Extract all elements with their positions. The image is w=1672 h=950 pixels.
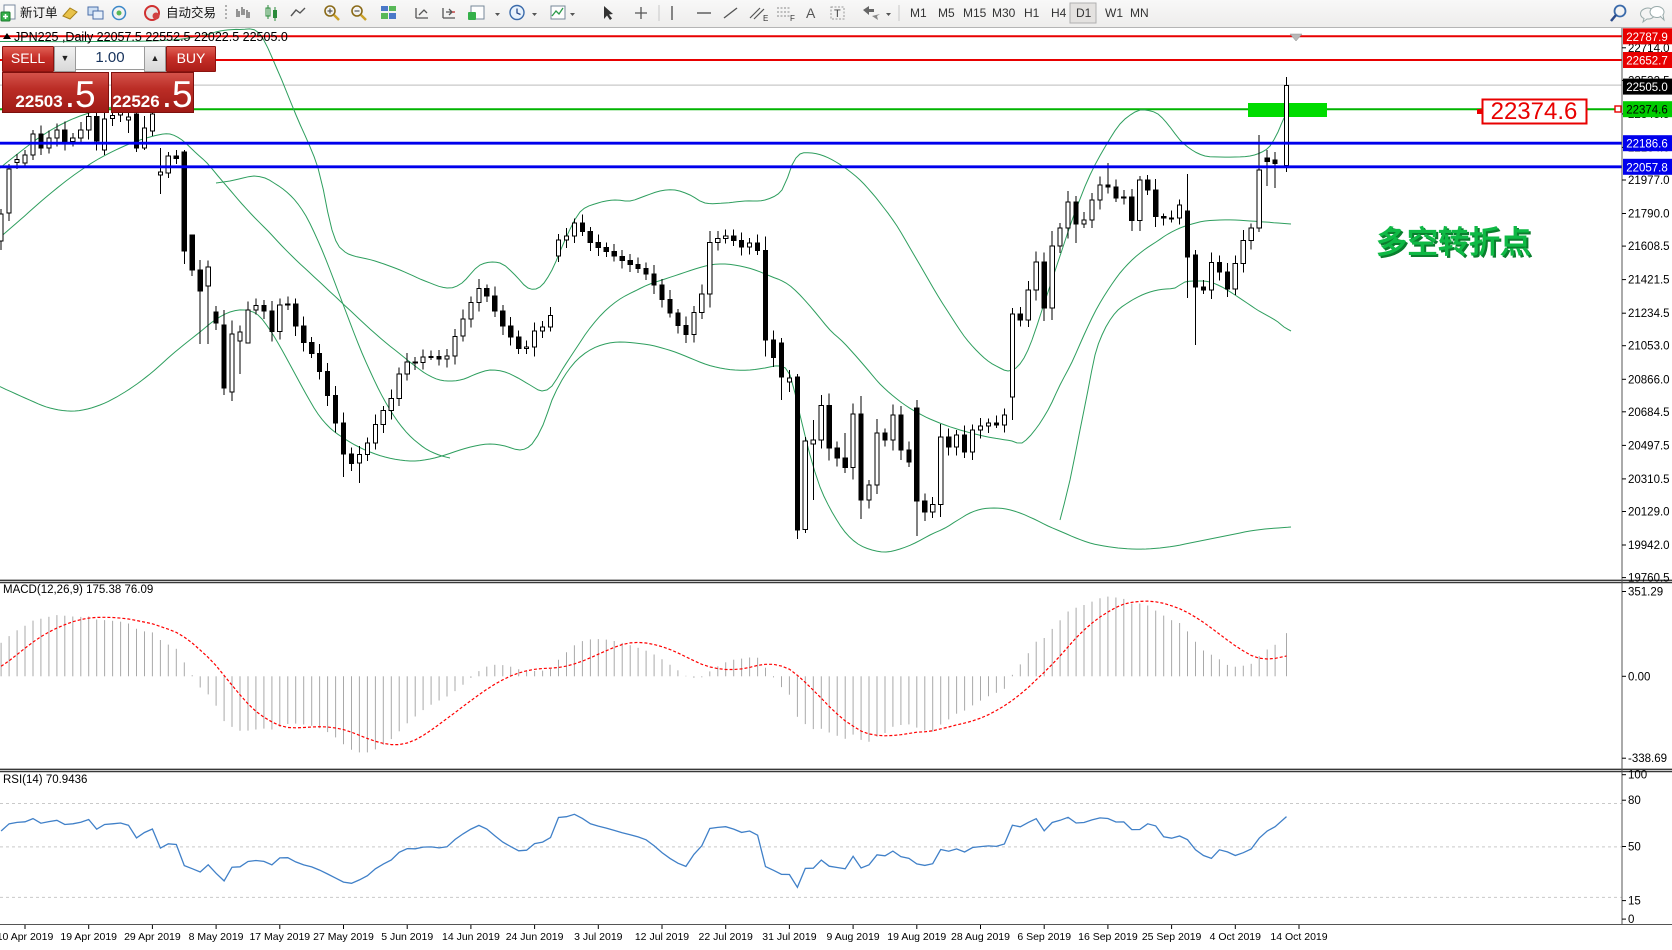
svg-text:D1: D1 [1076,6,1092,20]
svg-text:21234.5: 21234.5 [1628,308,1670,320]
svg-text:27 May 2019: 27 May 2019 [313,931,374,943]
svg-text:22374.6: 22374.6 [1626,105,1668,117]
svg-text:8 May 2019: 8 May 2019 [189,931,244,943]
svg-text:JPN225 ,Daily 22057.5 22552.5: JPN225 ,Daily 22057.5 22552.5 22022.5 22… [14,30,288,44]
svg-text:H4: H4 [1051,6,1067,20]
svg-text:E: E [763,14,768,23]
svg-text:21608.5: 21608.5 [1628,241,1670,253]
svg-text:M30: M30 [992,6,1016,20]
svg-text:21421.5: 21421.5 [1628,275,1670,287]
svg-text:5 Jun 2019: 5 Jun 2019 [381,931,433,943]
svg-text:22714.0: 22714.0 [1628,43,1670,55]
svg-text:16 Sep 2019: 16 Sep 2019 [1078,931,1138,943]
svg-text:9 Aug 2019: 9 Aug 2019 [827,931,880,943]
svg-text:20497.5: 20497.5 [1628,440,1670,452]
svg-text:6 Sep 2019: 6 Sep 2019 [1017,931,1071,943]
svg-text:多空转折点: 多空转折点 [1376,225,1531,260]
svg-text:20866.0: 20866.0 [1628,374,1670,386]
svg-text:0: 0 [1628,914,1634,926]
svg-text:12 Jul 2019: 12 Jul 2019 [635,931,689,943]
svg-text:A: A [806,5,816,21]
svg-text:多空转折点: 多空转折点 [1378,227,1533,262]
svg-text:19760.5: 19760.5 [1628,573,1670,585]
svg-text:22787.9: 22787.9 [1626,32,1668,44]
svg-text:22 Jul 2019: 22 Jul 2019 [699,931,753,943]
svg-text:50: 50 [1628,842,1641,854]
svg-text:新订单: 新订单 [20,5,58,20]
svg-text:3 Jul 2019: 3 Jul 2019 [574,931,623,943]
svg-text:21053.0: 21053.0 [1628,341,1670,353]
svg-text:22186.6: 22186.6 [1626,139,1668,151]
svg-text:21790.0: 21790.0 [1628,209,1670,221]
svg-text:15: 15 [1628,896,1641,908]
svg-text:M15: M15 [963,6,987,20]
svg-text:T: T [834,8,841,20]
svg-text:22505.0: 22505.0 [1626,82,1668,94]
svg-text:25 Sep 2019: 25 Sep 2019 [1142,931,1202,943]
svg-text:W1: W1 [1105,6,1123,20]
svg-text:351.29: 351.29 [1628,587,1663,599]
svg-text:21977.0: 21977.0 [1628,175,1670,187]
svg-text:17 May 2019: 17 May 2019 [249,931,310,943]
svg-text:22652.7: 22652.7 [1626,56,1668,68]
svg-text:4 Oct 2019: 4 Oct 2019 [1210,931,1262,943]
svg-text:F: F [790,14,795,23]
svg-text:29 Apr 2019: 29 Apr 2019 [124,931,181,943]
svg-text:14 Oct 2019: 14 Oct 2019 [1270,931,1327,943]
svg-text:20310.5: 20310.5 [1628,474,1670,486]
svg-text:19942.0: 19942.0 [1628,540,1670,552]
svg-text:20129.0: 20129.0 [1628,507,1670,519]
svg-text:0.00: 0.00 [1628,671,1650,683]
svg-text:19 Apr 2019: 19 Apr 2019 [60,931,117,943]
svg-text:22057.8: 22057.8 [1626,162,1668,174]
svg-text:100: 100 [1628,770,1647,782]
svg-text:M5: M5 [938,6,955,20]
svg-text:22374.6: 22374.6 [1491,98,1578,125]
svg-text:28 Aug 2019: 28 Aug 2019 [951,931,1010,943]
svg-text:14 Jun 2019: 14 Jun 2019 [442,931,500,943]
svg-text:20684.5: 20684.5 [1628,407,1670,419]
svg-text:MACD(12,26,9) 175.38 76.09: MACD(12,26,9) 175.38 76.09 [3,584,153,596]
svg-text:10 Apr 2019: 10 Apr 2019 [0,931,53,943]
svg-text:MN: MN [1130,6,1149,20]
svg-text:M1: M1 [910,6,927,20]
svg-text:24 Jun 2019: 24 Jun 2019 [506,931,564,943]
svg-text:自动交易: 自动交易 [166,5,216,20]
svg-text:H1: H1 [1024,6,1040,20]
svg-text:31 Jul 2019: 31 Jul 2019 [762,931,816,943]
svg-text:-338.69: -338.69 [1628,753,1667,765]
svg-text:80: 80 [1628,795,1641,807]
svg-text:RSI(14) 70.9436: RSI(14) 70.9436 [3,774,87,786]
svg-text:19 Aug 2019: 19 Aug 2019 [887,931,946,943]
